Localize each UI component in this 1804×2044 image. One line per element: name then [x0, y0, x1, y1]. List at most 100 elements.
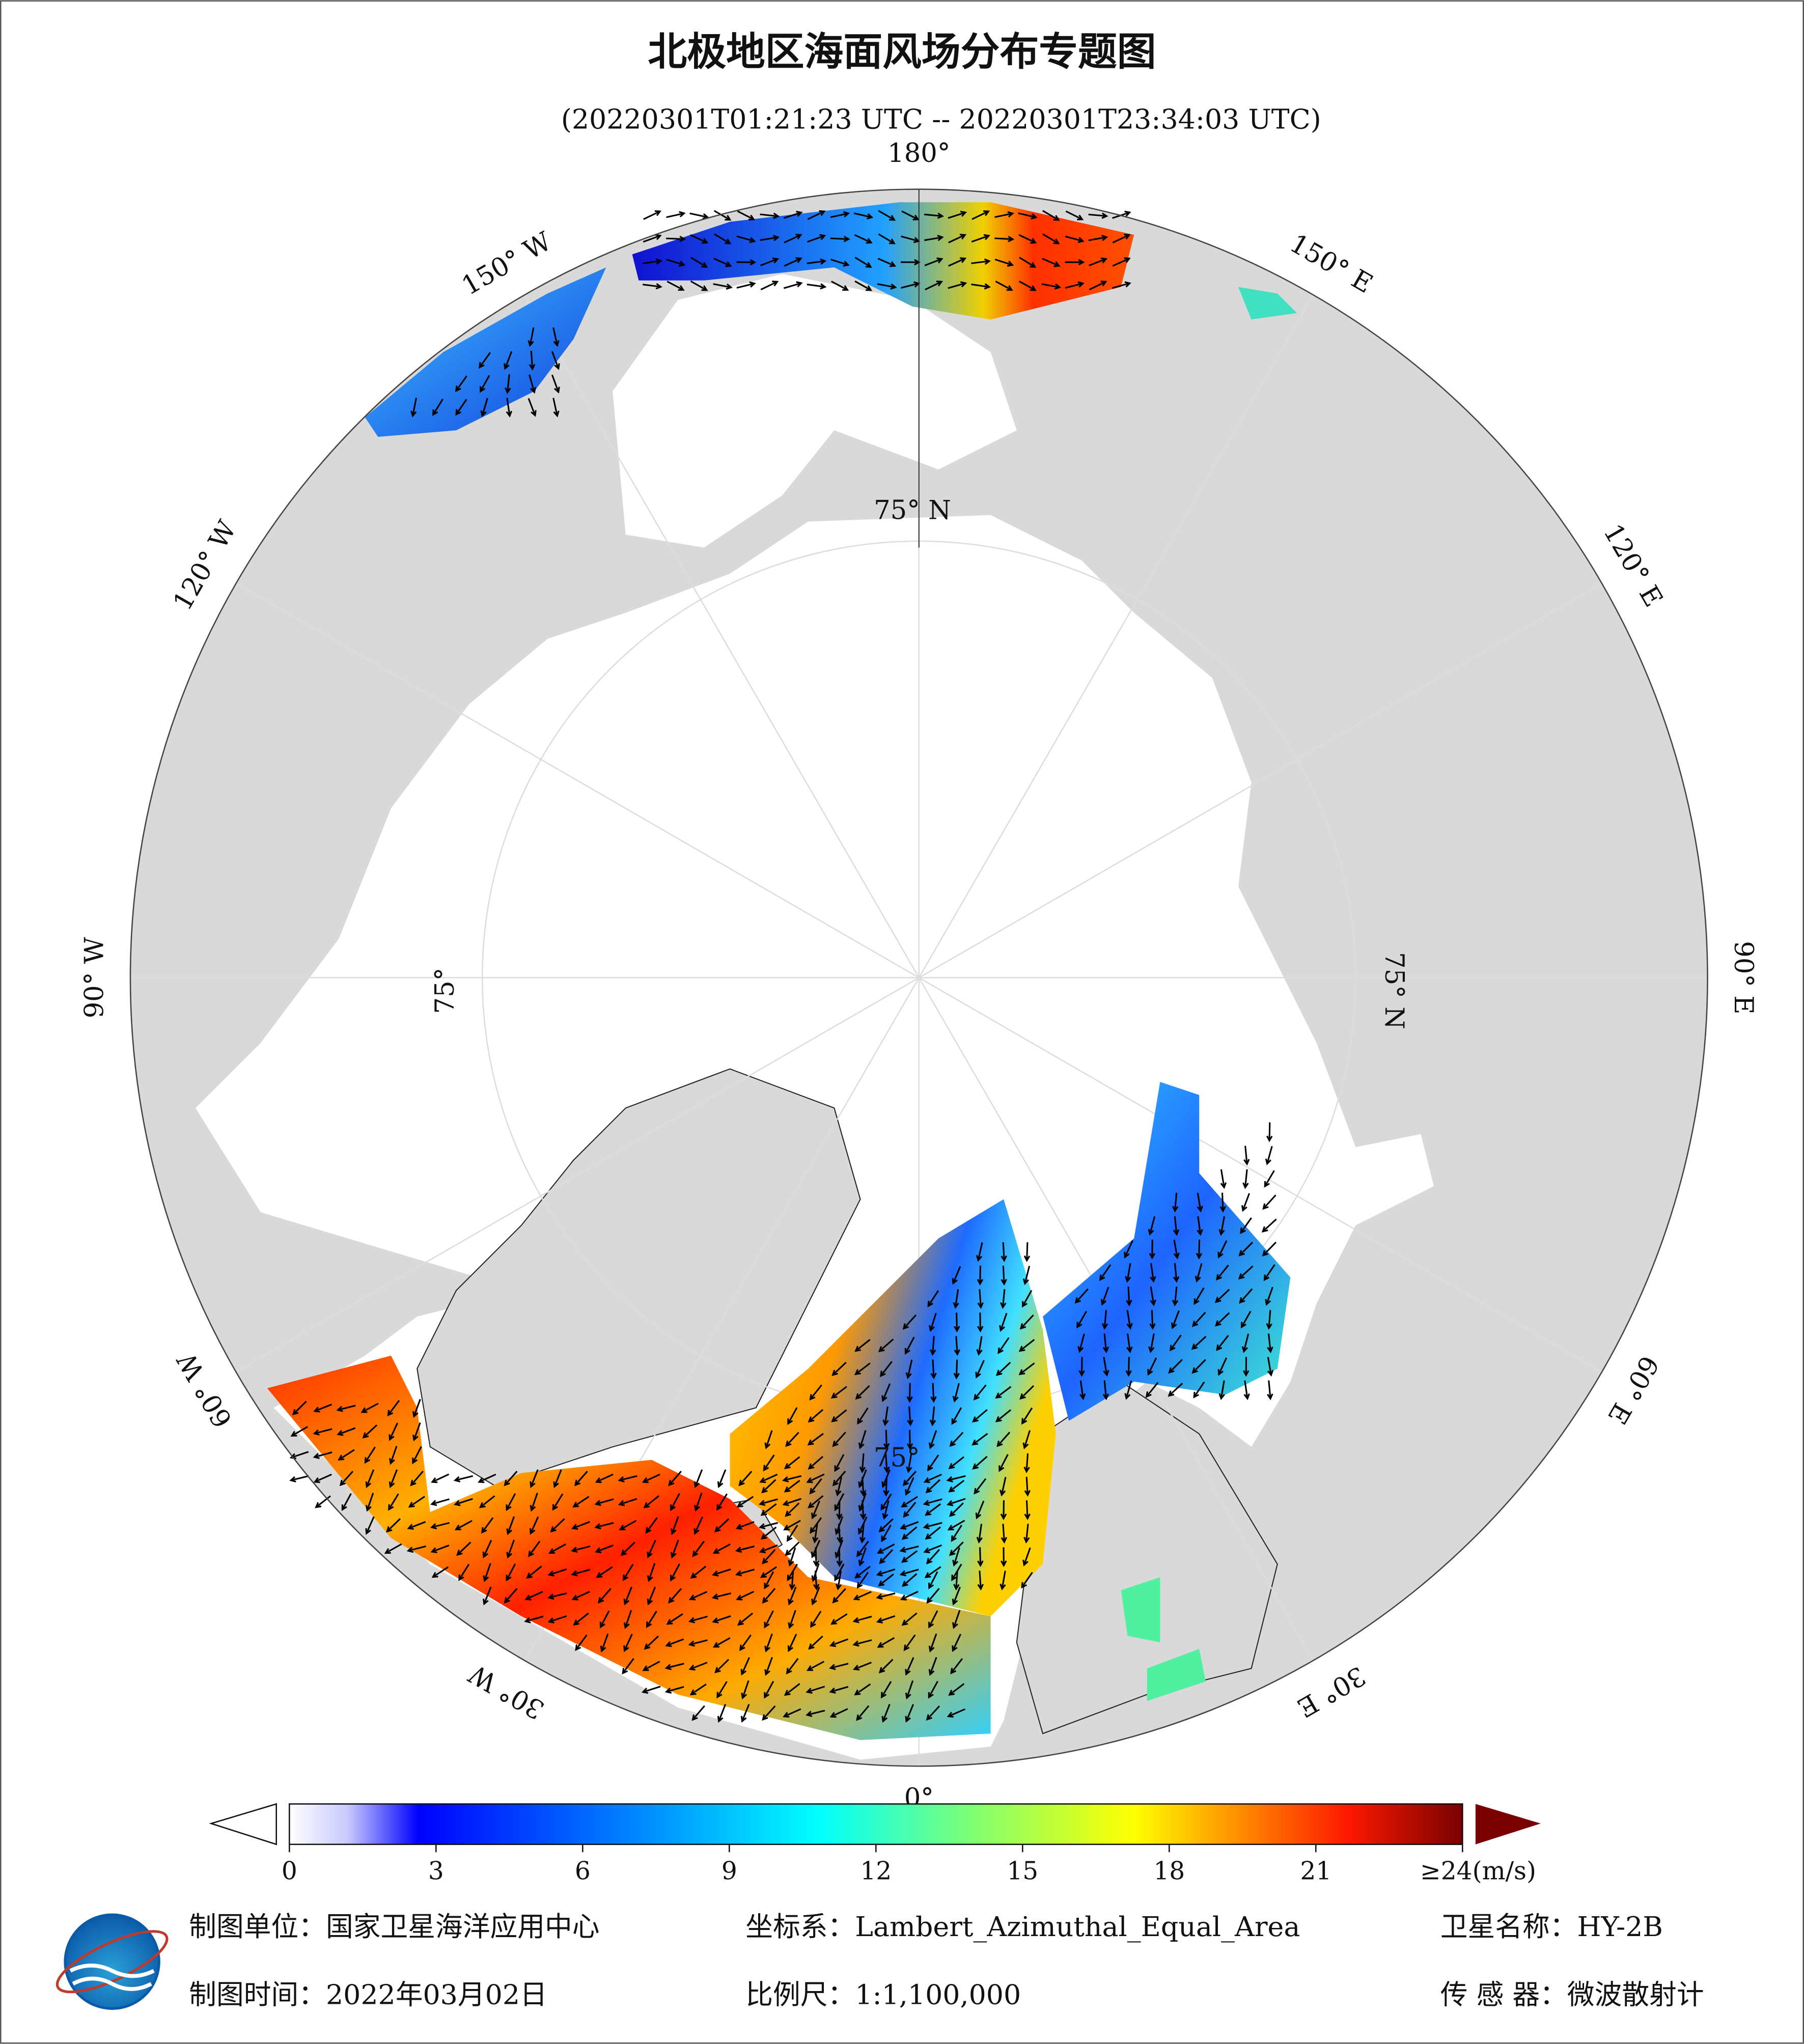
- wind-arrow: [712, 1615, 731, 1623]
- wind-arrow: [928, 1610, 938, 1629]
- wind-arrow: [948, 210, 967, 219]
- wind-arrow: [830, 1386, 847, 1399]
- wind-arrow: [741, 1680, 750, 1700]
- wind-arrow: [571, 1569, 591, 1577]
- wind-arrow: [1149, 1239, 1156, 1260]
- wind-arrow: [905, 1680, 914, 1700]
- wind-arrow: [976, 1336, 983, 1356]
- footer-sensor: 传 感 器：微波散射计: [1440, 1978, 1704, 2010]
- wind-arrow: [807, 1433, 824, 1446]
- latitude-label: 75°: [430, 968, 460, 1014]
- wind-arrow: [711, 1592, 731, 1600]
- wind-arrow: [664, 1663, 684, 1670]
- wind-arrow: [946, 1498, 966, 1506]
- wind-arrow: [977, 1547, 984, 1567]
- colorbar-tick-label: 21: [1300, 1857, 1331, 1886]
- wind-arrow: [574, 1470, 588, 1487]
- wind-arrow: [664, 1686, 684, 1694]
- wind-arrow: [923, 1544, 942, 1554]
- wind-arrow: [1019, 257, 1037, 268]
- wind-arrow: [974, 1478, 987, 1495]
- wind-arrow: [1018, 281, 1037, 291]
- wind-arrow: [290, 1426, 309, 1437]
- wind-arrow: [925, 1526, 941, 1540]
- wind-arrow: [949, 1502, 964, 1517]
- wind-arrow: [641, 1686, 661, 1694]
- wind-arrow: [693, 1469, 703, 1489]
- wind-arrow: [688, 1639, 708, 1647]
- wind-arrow: [483, 1563, 491, 1582]
- wind-arrow: [928, 1681, 938, 1699]
- wind-arrow: [789, 1571, 795, 1591]
- wind-arrow: [808, 1495, 824, 1508]
- wind-arrow: [736, 281, 756, 289]
- wind-arrow: [642, 1661, 660, 1671]
- greenland: [417, 1068, 861, 1487]
- wind-arrow: [1197, 1216, 1203, 1236]
- wind-arrow: [1194, 1287, 1205, 1305]
- wind-arrow: [995, 1362, 1011, 1376]
- wind-arrow: [506, 1516, 515, 1535]
- wind-arrow: [853, 1662, 872, 1671]
- colorbar-tick-label: 12: [860, 1857, 892, 1886]
- wind-arrow: [619, 1520, 637, 1530]
- wind-arrow: [905, 1477, 914, 1496]
- wind-arrow: [1018, 234, 1037, 244]
- wind-arrow: [1238, 1265, 1254, 1280]
- wind-arrow: [599, 1610, 610, 1629]
- wind-arrow: [973, 1384, 987, 1401]
- wind-arrow: [760, 1566, 778, 1578]
- wind-arrow: [547, 1592, 567, 1600]
- wind-arrow: [857, 1407, 869, 1425]
- meridian: [235, 977, 920, 1373]
- colorbar-tick-label: 6: [575, 1857, 591, 1886]
- wind-arrow: [977, 1312, 984, 1333]
- wind-arrow: [1150, 1286, 1156, 1306]
- wind-arrow: [923, 1473, 942, 1483]
- wind-arrow: [859, 1524, 866, 1544]
- wind-arrow: [547, 1568, 567, 1577]
- wind-arrow: [901, 1612, 918, 1626]
- wind-arrow: [530, 1493, 538, 1512]
- wind-arrow: [835, 1571, 842, 1590]
- wind-arrow: [643, 210, 662, 220]
- wind-arrow: [1262, 1242, 1277, 1257]
- wind-arrow: [528, 327, 535, 347]
- wind-arrow: [1216, 1335, 1229, 1351]
- wind-arrow: [530, 1469, 539, 1489]
- wind-arrow: [313, 1473, 332, 1483]
- map-border: [129, 188, 1708, 1767]
- wind-arrow: [410, 1470, 424, 1487]
- wind-arrow: [1191, 1311, 1206, 1327]
- wind-arrow: [806, 1686, 825, 1694]
- wind-arrow: [854, 234, 873, 244]
- wind-arrow: [712, 1543, 731, 1554]
- wind-arrow: [1215, 1265, 1229, 1281]
- wind-arrow: [1220, 1169, 1227, 1189]
- wind-arrow: [1018, 1362, 1035, 1376]
- wind-arrow: [1263, 1264, 1275, 1281]
- wind-arrow: [877, 283, 897, 290]
- wind-arrow: [782, 1498, 801, 1506]
- wind-arrow: [882, 1500, 890, 1520]
- wind-arrow: [594, 1498, 614, 1506]
- wind-arrow: [759, 1498, 779, 1506]
- wind-arrow: [504, 1588, 518, 1604]
- wind-arrow: [810, 1611, 822, 1628]
- wind-arrow: [1065, 281, 1085, 289]
- wind-swath: [1121, 1577, 1206, 1701]
- wind-arrow: [717, 1704, 727, 1723]
- wind-arrow: [1099, 1264, 1112, 1281]
- wind-arrow: [1262, 1194, 1276, 1210]
- wind-arrow: [877, 1637, 895, 1648]
- wind-arrow: [1243, 1380, 1250, 1401]
- ocean: [613, 274, 1017, 548]
- wind-arrow: [524, 1591, 543, 1601]
- wind-arrow: [813, 1571, 820, 1591]
- wind-arrow: [952, 1383, 960, 1403]
- logo: [55, 1913, 169, 2010]
- wind-arrow: [949, 1432, 964, 1447]
- wind-arrow: [807, 258, 827, 265]
- wind-arrow: [1242, 1169, 1249, 1189]
- wind-arrow: [666, 259, 686, 267]
